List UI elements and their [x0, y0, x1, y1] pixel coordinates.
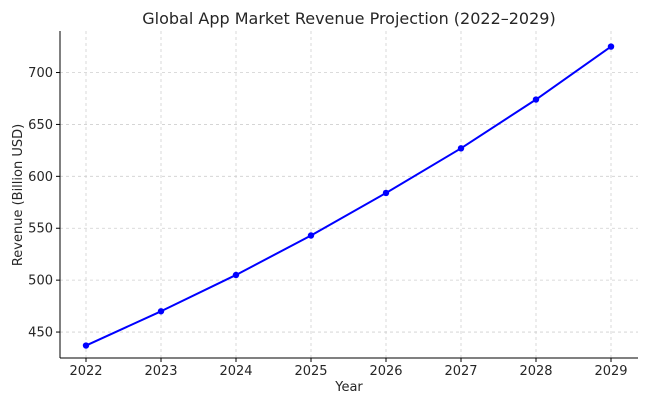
x-tick-label: 2024 — [219, 364, 252, 379]
series — [82, 43, 615, 349]
y-tick-label: 700 — [28, 66, 53, 81]
x-tick-label: 2026 — [369, 364, 402, 379]
data-point — [382, 189, 390, 197]
ticks: 2022 2023 2024 2025 2026 2027 2028 2029 450 500 55… — [28, 66, 627, 379]
y-tick-label: 450 — [28, 326, 53, 341]
x-tick-label: 2025 — [294, 364, 327, 379]
data-point — [532, 96, 540, 103]
x-tick-label: 2028 — [519, 364, 552, 379]
y-tick-label: 600 — [28, 170, 53, 185]
series-line — [85, 45, 612, 347]
y-axis-label: Revenue (Billion USD) — [11, 124, 26, 266]
grid — [60, 31, 638, 358]
x-tick-label: 2027 — [444, 364, 477, 379]
axes — [59, 31, 638, 359]
x-tick-label: 2022 — [69, 364, 102, 379]
data-point — [307, 232, 315, 239]
data-point — [232, 271, 240, 279]
data-point — [82, 342, 90, 349]
y-tick-label: 550 — [28, 222, 53, 237]
chart-title: Global App Market Revenue Projection (20… — [142, 9, 555, 28]
y-tick-label: 500 — [28, 274, 53, 289]
x-tick-label: 2023 — [144, 364, 177, 379]
x-tick-label: 2029 — [594, 364, 627, 379]
data-point — [157, 308, 165, 315]
data-point — [607, 43, 615, 50]
x-axis-label: Year — [334, 380, 363, 395]
y-tick-label: 650 — [28, 118, 53, 133]
data-point — [457, 145, 465, 152]
